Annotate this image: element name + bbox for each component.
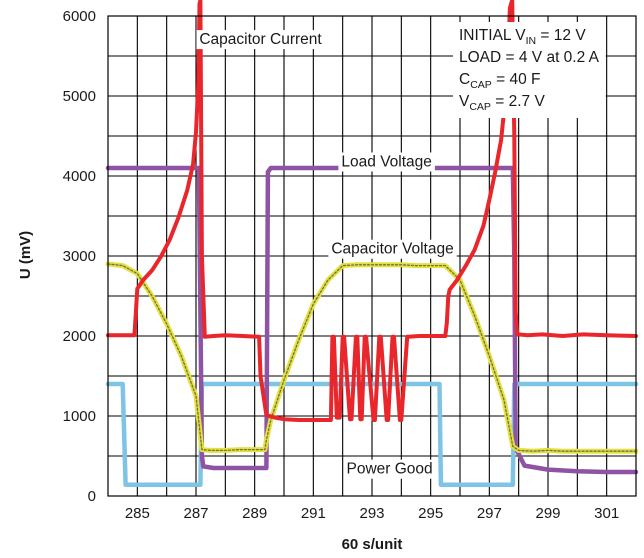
plot-frame — [107, 15, 637, 497]
series-labels: Capacitor Current Load Voltage Capacitor V… — [196, 30, 457, 479]
x-tick-label: 301 — [594, 505, 619, 522]
y-tick-label: 1000 — [63, 408, 96, 425]
y-tick-label: 3000 — [63, 248, 96, 265]
condition-load: LOAD = 4 V at 0.2 A — [459, 49, 600, 66]
x-tick-label: 285 — [125, 505, 150, 522]
power-good-line — [105, 381, 639, 488]
y-tick-label: 6000 — [63, 8, 96, 25]
x-tick-label: 289 — [242, 505, 267, 522]
y-tick-label: 4000 — [63, 168, 96, 185]
y-tick-label: 0 — [88, 488, 96, 505]
condition-capacitance: CCAP = 40 F — [459, 71, 540, 91]
capacitor-voltage-line-core — [107, 263, 637, 452]
x-tick-label: 293 — [359, 505, 384, 522]
load-voltage-label: Load Voltage — [341, 153, 432, 170]
condition-cap-voltage: VCAP = 2.7 V — [459, 93, 545, 113]
y-tick-label: 2000 — [63, 328, 96, 345]
tick-labels: 285 287 289 291 293 295 297 299 301 0 1000 2000 3000… — [63, 8, 620, 522]
capacitor-voltage-label-bg — [328, 239, 457, 259]
x-tick-label: 295 — [418, 505, 443, 522]
test-conditions-box: INITIAL VIN = 12 V LOAD = 4 V at 0.2 A C… — [453, 22, 606, 118]
capacitor-voltage-label: Capacitor Voltage — [331, 241, 453, 258]
y-axis-title: U (mV) — [17, 231, 34, 279]
power-good-label: Power Good — [347, 461, 433, 478]
x-tick-label: 291 — [301, 505, 326, 522]
capacitor-current-label-bg — [196, 30, 326, 50]
capacitor-current-line — [106, 0, 638, 422]
x-tick-label: 299 — [535, 505, 560, 522]
capacitor-current-label: Capacitor Current — [199, 31, 322, 48]
power-good-label-bg — [343, 459, 436, 479]
x-tick-label: 287 — [183, 505, 208, 522]
load-voltage-label-bg — [338, 152, 435, 172]
y-tick-label: 5000 — [63, 88, 96, 105]
conditions-background — [453, 22, 606, 118]
condition-input-voltage: INITIAL VIN = 12 V — [459, 27, 586, 47]
x-axis-title: 60 s/unit — [342, 536, 403, 553]
x-tick-label: 297 — [477, 505, 502, 522]
